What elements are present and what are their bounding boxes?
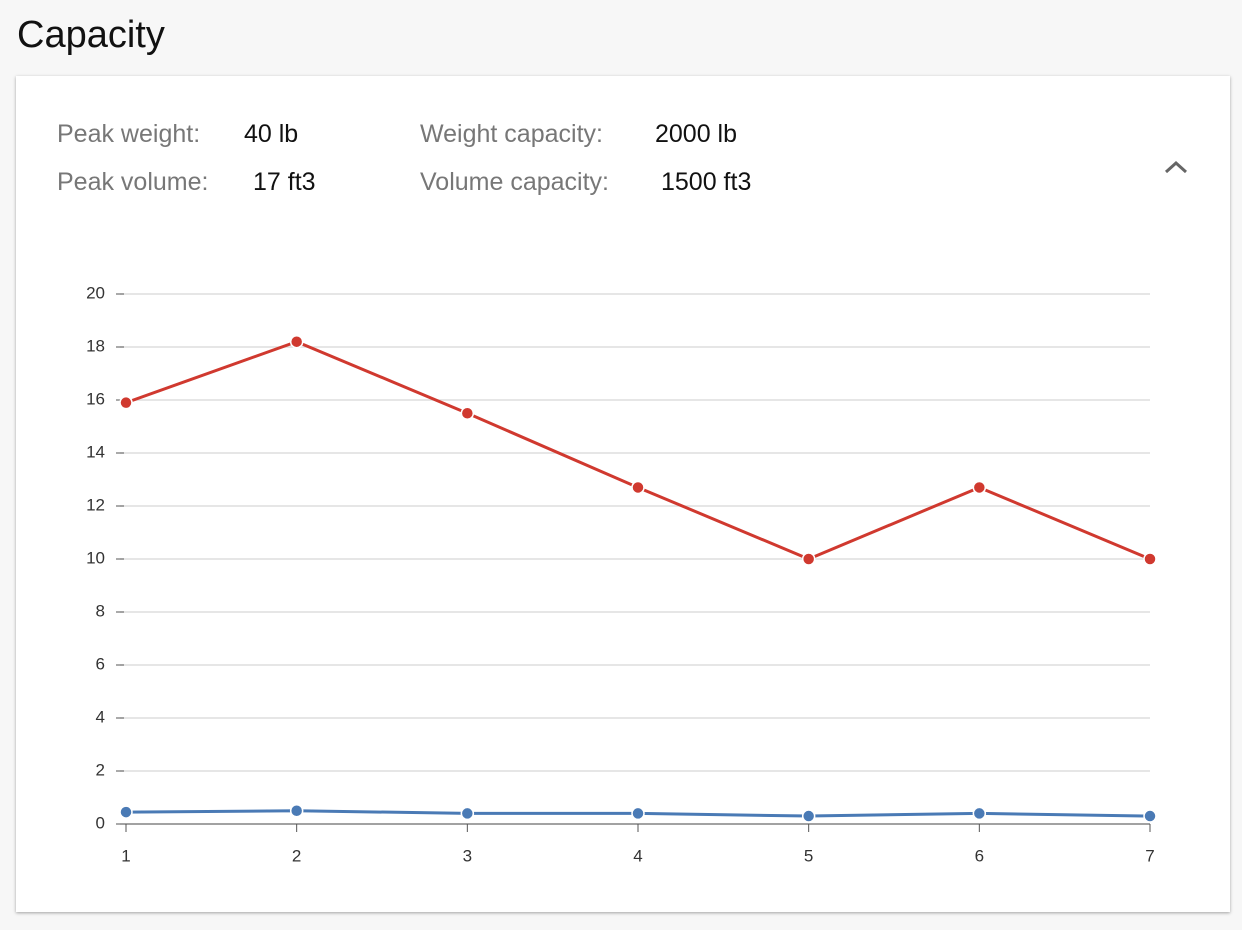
data-point <box>972 806 987 821</box>
data-point <box>460 806 475 821</box>
y-tick-label: 14 <box>86 442 105 461</box>
y-tick-label: 10 <box>86 548 105 567</box>
x-tick-label: 3 <box>463 846 472 865</box>
data-point <box>972 480 987 495</box>
data-point <box>119 395 133 410</box>
x-tick-label: 2 <box>292 846 301 865</box>
stat-label: Peak weight: <box>57 120 201 148</box>
data-point <box>1143 552 1157 566</box>
stat-label: Weight capacity: <box>420 120 603 148</box>
stat-label: Volume capacity: <box>420 168 609 196</box>
x-tick-label: 5 <box>804 846 813 865</box>
stat-value: 40 lb <box>244 120 299 148</box>
data-point <box>460 406 475 420</box>
y-tick-label: 18 <box>86 336 105 355</box>
data-point <box>801 552 816 566</box>
data-point <box>631 806 645 821</box>
data-point <box>1143 809 1157 823</box>
section-title: Capacity <box>17 14 165 56</box>
y-tick-label: 12 <box>86 495 105 514</box>
capacity-card: Peak weight: 40 lb Peak volume: 17 ft3 Weigh… <box>16 76 1230 912</box>
chevron-up-icon[interactable] <box>1164 160 1188 174</box>
chevron[interactable] <box>1156 154 1196 184</box>
y-tick-label: 0 <box>96 813 105 832</box>
data-point <box>801 809 816 823</box>
y-tick-label: 20 <box>86 283 105 302</box>
y-tick-label: 6 <box>96 654 105 673</box>
x-tick-label: 4 <box>633 846 642 865</box>
y-tick-label: 2 <box>96 760 105 779</box>
stat-value: 2000 lb <box>655 120 738 148</box>
x-tick-label: 7 <box>1145 846 1154 865</box>
series-line <box>125 340 1151 561</box>
y-tick-label: 16 <box>86 389 105 408</box>
y-tick-label: 8 <box>96 601 105 620</box>
stat-value: 17 ft3 <box>253 168 316 196</box>
data-point <box>119 805 133 819</box>
stat-value: 1500 ft3 <box>661 168 752 196</box>
data-point <box>289 334 304 349</box>
x-tick-label: 1 <box>121 846 130 865</box>
y-tick-label: 4 <box>96 707 105 726</box>
x-tick-label: 6 <box>975 846 984 865</box>
data-point <box>631 480 645 495</box>
data-point <box>289 804 304 818</box>
stat-label: Peak volume: <box>57 168 209 196</box>
